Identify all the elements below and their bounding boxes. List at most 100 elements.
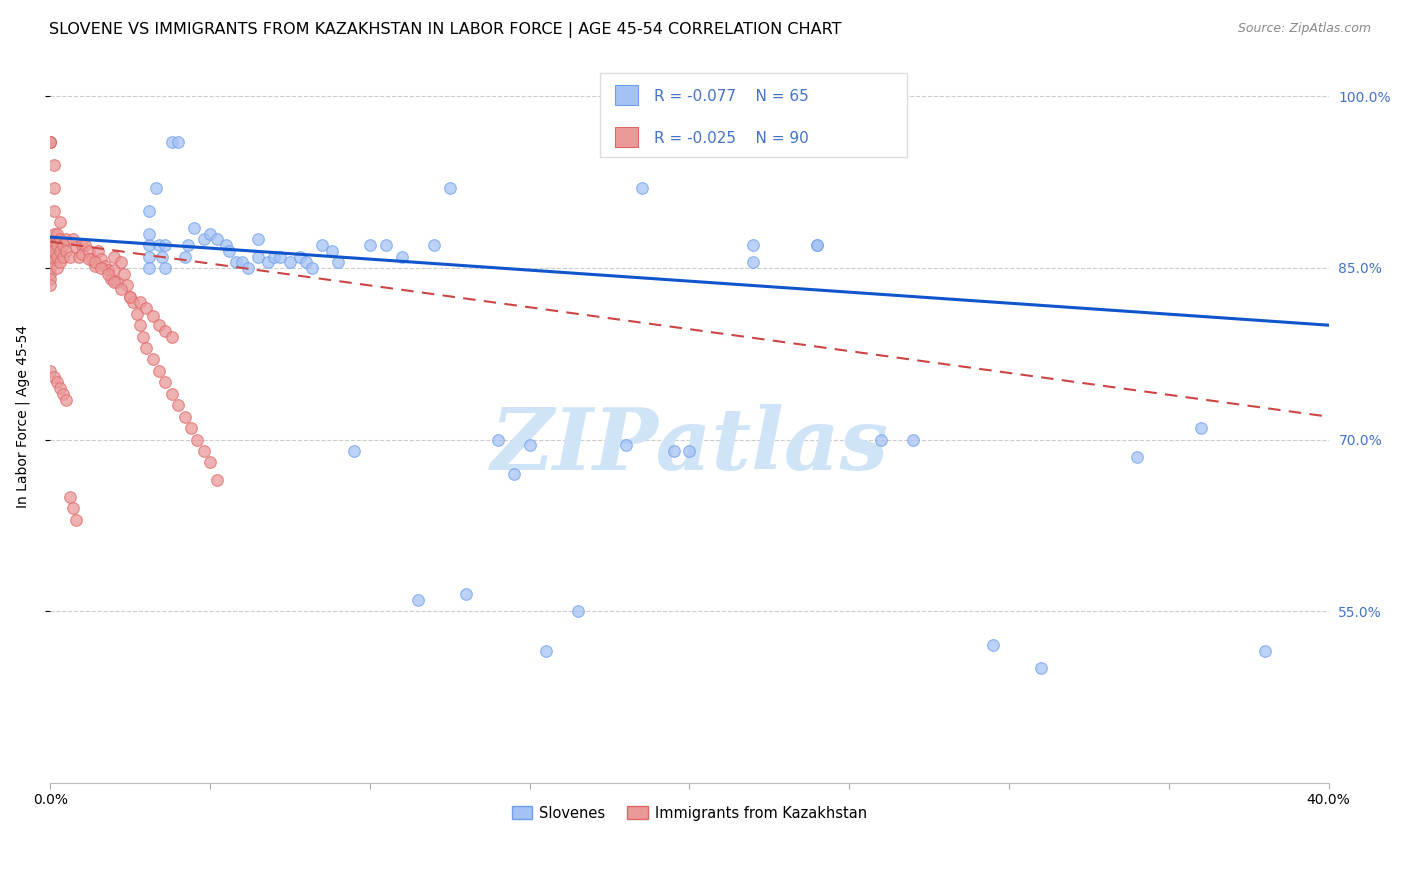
Point [247,232,270,246]
Point [173,409,195,424]
Point [138,203,160,218]
Point [662,444,685,458]
Point [142,309,165,323]
Point [193,444,215,458]
Point [486,433,509,447]
Point [62,501,84,516]
Point [135,341,157,355]
Point [49,244,72,258]
Point [1254,644,1277,658]
Point [167,398,190,412]
Point [39,255,62,269]
Point [97,263,120,277]
Point [45,250,67,264]
Point [128,318,150,333]
Point [502,467,524,481]
Point [155,260,177,275]
Point [90,252,112,266]
Point [39,244,62,258]
Point [58,490,80,504]
Point [90,260,112,275]
Point [75,238,97,252]
Point [215,238,238,252]
Point [87,244,110,258]
Point [295,255,318,269]
Point [42,244,65,258]
Point [343,444,366,458]
Point [42,181,65,195]
Point [225,255,247,269]
Point [135,301,157,315]
Point [77,244,100,258]
Point [42,369,65,384]
Point [567,604,589,618]
Point [58,250,80,264]
Text: ZIPatlas: ZIPatlas [491,404,889,488]
Point [67,250,90,264]
FancyBboxPatch shape [616,128,638,147]
Point [42,158,65,172]
Point [145,181,167,195]
Point [148,238,170,252]
Point [39,135,62,149]
FancyBboxPatch shape [600,72,907,157]
Point [97,267,120,281]
Point [55,392,77,407]
Point [1029,661,1052,675]
Point [52,250,75,264]
Point [39,135,62,149]
Text: Source: ZipAtlas.com: Source: ZipAtlas.com [1237,22,1371,36]
Point [278,255,301,269]
Point [49,381,72,395]
Point [454,587,477,601]
Point [45,260,67,275]
Point [148,318,170,333]
Point [103,250,125,264]
Point [132,329,155,343]
Point [39,364,62,378]
Point [45,227,67,241]
Point [138,238,160,252]
Point [77,252,100,266]
Point [198,455,221,469]
Point [45,376,67,390]
Point [65,513,87,527]
Y-axis label: In Labor Force | Age 45-54: In Labor Force | Age 45-54 [15,325,30,508]
Point [1126,450,1149,464]
Point [198,227,221,241]
Point [167,135,190,149]
Point [120,290,142,304]
Point [148,364,170,378]
Point [205,473,228,487]
Point [173,250,195,264]
Point [742,238,765,252]
Point [55,232,77,246]
Point [981,639,1004,653]
Point [806,238,828,252]
Point [72,238,94,252]
Point [72,247,94,261]
Point [311,238,333,252]
Text: R = -0.077    N = 65: R = -0.077 N = 65 [654,88,808,103]
Point [112,267,135,281]
Point [288,250,311,264]
Point [155,324,177,338]
Point [93,259,115,273]
Point [115,278,138,293]
Point [39,135,62,149]
Point [678,444,700,458]
Point [205,232,228,246]
Point [80,252,103,266]
Point [107,275,129,289]
Point [84,259,107,273]
Point [84,255,107,269]
Point [103,263,125,277]
Point [150,250,173,264]
Point [138,227,160,241]
Point [39,278,62,293]
Point [870,433,893,447]
Point [160,386,183,401]
Point [231,255,253,269]
Point [100,272,122,286]
Point [186,433,208,447]
